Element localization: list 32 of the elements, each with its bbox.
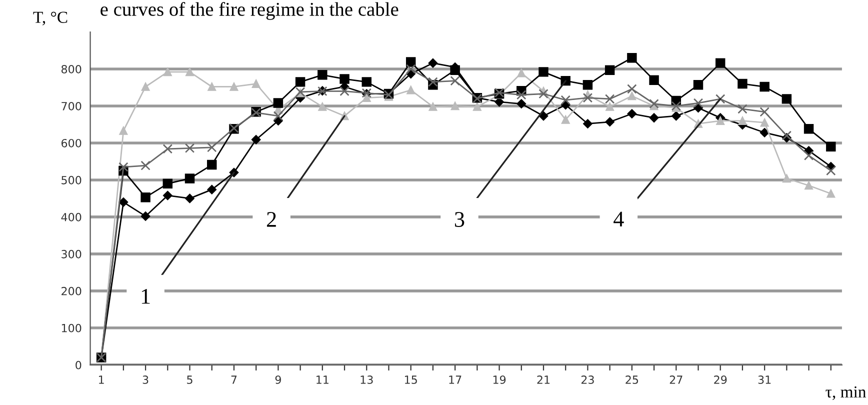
x-tick-label: 9: [275, 376, 281, 384]
annotation: 1: [142, 288, 150, 304]
y-tick-label: 700: [62, 102, 82, 110]
x-tick-label: 13: [360, 376, 373, 384]
y-tick-label: 300: [62, 250, 82, 258]
y-tick-label: 800: [61, 64, 82, 74]
x-tick-label: 3: [142, 376, 148, 384]
x-tick-label: 11: [316, 376, 328, 384]
annotation: 2: [266, 212, 276, 227]
chart-title: e curves of the fire regime in the cable: [100, 2, 398, 20]
x-tick-label: 19: [493, 376, 506, 384]
x-tick-label: 21: [537, 376, 550, 384]
x-tick-label: 1: [99, 376, 104, 384]
y-tick-label: 500: [62, 176, 82, 184]
y-tick-label: 0: [76, 360, 82, 370]
x-tick-label: 7: [231, 376, 237, 384]
y-axis-title: T, °C: [33, 12, 68, 26]
x-tick-label: 17: [449, 376, 462, 384]
x-tick-label: 31: [758, 376, 771, 384]
x-tick-label: 5: [187, 376, 192, 384]
x-tick-label: 27: [670, 376, 682, 384]
x-tick-label: 15: [404, 376, 417, 384]
annotation: 3: [454, 212, 464, 227]
annotation: 4: [614, 212, 624, 226]
x-tick-label: 29: [714, 376, 727, 384]
y-tick-label: 400: [61, 212, 82, 222]
x-tick-label: 23: [581, 376, 594, 384]
x-tick-label: 25: [626, 376, 638, 384]
x-axis-title: τ, min: [826, 386, 866, 400]
y-tick-label: 100: [62, 324, 82, 332]
y-tick-label: 600: [62, 138, 82, 148]
y-tick-label: 200: [62, 286, 82, 296]
